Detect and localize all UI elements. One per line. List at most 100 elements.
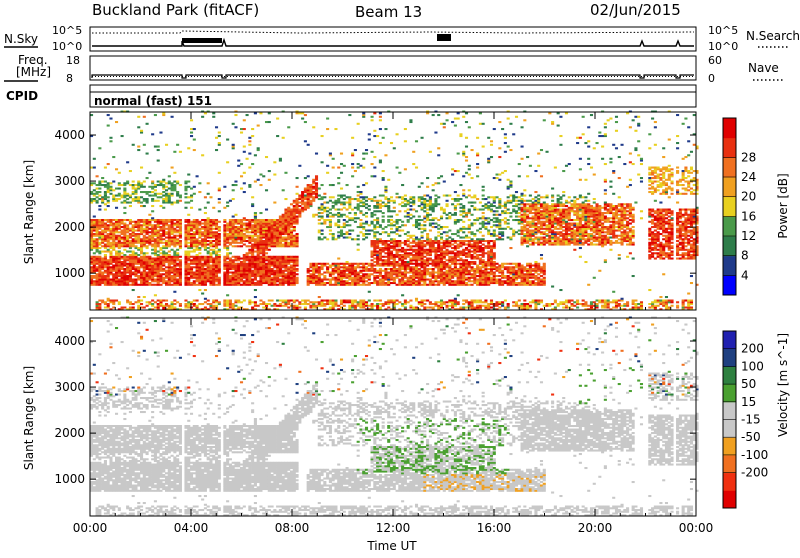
heatmap-cell [176,226,179,228]
heatmap-cell [121,184,124,186]
heatmap-cell [254,230,257,232]
heatmap-cell [340,280,343,282]
heatmap-cell [173,151,176,153]
heatmap-cell [459,184,462,186]
heatmap-cell [318,272,321,274]
heatmap-cell [259,303,262,305]
heatmap-cell [334,209,337,211]
heatmap-cell [273,237,276,239]
heatmap-cell [284,245,287,247]
heatmap-cell [134,233,137,235]
heatmap-cell [298,112,301,114]
heatmap-cell [351,301,354,303]
heatmap-cell [123,196,126,198]
heatmap-cell [104,219,107,221]
heatmap-cell [204,301,207,303]
heatmap-cell [137,228,140,230]
heatmap-cell [396,240,399,242]
heatmap-cell [368,279,371,281]
heatmap-cell [412,273,415,275]
heatmap-cell [115,268,118,270]
heatmap-cell [215,228,218,230]
heatmap-cell [132,181,135,183]
heatmap-cell [279,280,282,282]
heatmap-cell [93,284,96,286]
heatmap-cell [348,212,351,214]
heatmap-cell [257,266,260,268]
heatmap-cell [462,228,465,230]
heatmap-cell [162,279,165,281]
heatmap-cell [165,252,168,254]
heatmap-cell [462,275,465,277]
heatmap-cell [254,233,257,235]
heatmap-cell [226,261,229,263]
heatmap-cell [234,240,237,242]
heatmap-cell [159,265,162,267]
heatmap-cell [404,249,407,251]
heatmap-cell [462,189,465,191]
heatmap-cell [415,221,418,223]
heatmap-cell [259,237,262,239]
heatmap-cell [234,258,237,260]
heatmap-cell [321,207,324,209]
heatmap-cell [115,282,118,284]
heatmap-cell [121,245,124,247]
heatmap-cell [351,270,354,272]
heatmap-cell [332,233,335,235]
freq-tick-bottom: 8 [66,72,73,85]
heatmap-cell [157,261,160,263]
heatmap-cell [204,245,207,247]
heatmap-cell [173,272,176,274]
heatmap-cell [315,182,318,184]
heatmap-cell [446,240,449,242]
heatmap-cell [421,275,424,277]
heatmap-cell [129,265,132,267]
heatmap-cell [448,305,451,307]
heatmap-cell [296,237,299,239]
heatmap-cell [193,238,196,240]
heatmap-cell [204,258,207,260]
heatmap-cell [459,270,462,272]
heatmap-cell [204,263,207,265]
heatmap-cell [409,305,412,307]
heatmap-cell [462,240,465,242]
heatmap-cell [284,273,287,275]
heatmap-cell [207,223,210,225]
heatmap-cell [346,196,349,198]
heatmap-cell [107,114,110,116]
heatmap-cell [437,254,440,256]
heatmap-cell [318,219,321,221]
heatmap-cell [396,167,399,169]
heatmap-cell [296,245,299,247]
heatmap-cell [376,223,379,225]
heatmap-cell [418,198,421,200]
heatmap-cell [437,249,440,251]
heatmap-cell [101,240,104,242]
heatmap-cell [359,165,362,167]
heatmap-cell [334,301,337,303]
heatmap-cell [234,219,237,221]
heatmap-cell [234,223,237,225]
heatmap-cell [262,303,265,305]
heatmap-cell [279,219,282,221]
heatmap-cell [218,238,221,240]
heatmap-cell [232,268,235,270]
heatmap-cell [373,277,376,279]
heatmap-cell [376,284,379,286]
heatmap-cell [387,268,390,270]
heatmap-cell [229,244,232,246]
heatmap-cell [362,112,365,114]
heatmap-cell [112,282,115,284]
heatmap-cell [418,254,421,256]
heatmap-cell [104,209,107,211]
heatmap-cell [409,242,412,244]
heatmap-cell [243,256,246,258]
heatmap-cell [287,270,290,272]
heatmap-cell [423,216,426,218]
heatmap-cell [451,277,454,279]
heatmap-cell [437,219,440,221]
heatmap-cell [196,280,199,282]
heatmap-cell [393,261,396,263]
heatmap-cell [246,280,249,282]
